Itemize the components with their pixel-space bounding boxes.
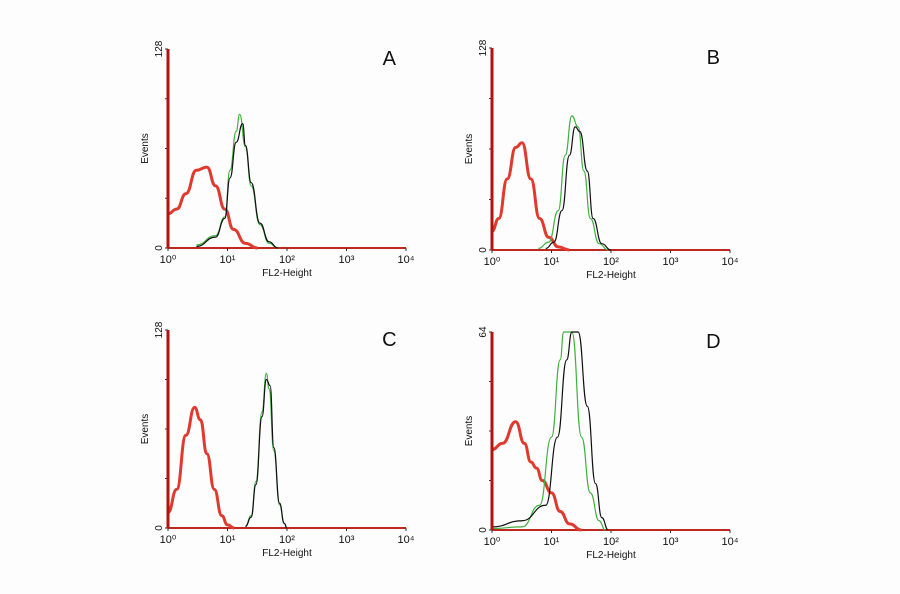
y-axis-label: Events xyxy=(464,416,475,447)
x-tick-label: 10³ xyxy=(339,534,355,546)
x-tick-label: 10¹ xyxy=(544,256,560,268)
series-line-green xyxy=(538,115,609,251)
y-tick-label: 0 xyxy=(154,245,165,251)
x-tick-label: 10² xyxy=(279,254,295,266)
y-tick-label: 128 xyxy=(154,40,165,57)
panel-label: A xyxy=(383,48,397,70)
panel-label: D xyxy=(706,331,720,353)
panel-label: B xyxy=(707,47,720,69)
series-line-red xyxy=(167,405,235,530)
x-tick-label: 10⁰ xyxy=(160,254,177,266)
x-axis-label: FL2-Height xyxy=(262,548,312,559)
x-tick-label: 10¹ xyxy=(544,536,560,548)
series-line-green xyxy=(196,113,278,249)
series-line-red xyxy=(491,141,570,252)
x-axis-label: FL2-Height xyxy=(586,550,636,561)
x-tick-label: 10³ xyxy=(339,254,355,266)
y-tick-label: 64 xyxy=(478,326,489,338)
y-tick-label: 0 xyxy=(478,247,489,253)
y-axis-label: Events xyxy=(140,414,151,445)
series-line-red xyxy=(167,165,258,250)
series-line-green xyxy=(491,331,606,531)
x-tick-label: 10¹ xyxy=(220,534,236,546)
x-tick-label: 10² xyxy=(603,536,619,548)
x-tick-label: 10² xyxy=(603,256,619,268)
x-tick-label: 10⁴ xyxy=(398,534,415,546)
x-tick-label: 10⁰ xyxy=(160,534,177,546)
y-tick-label: 128 xyxy=(154,321,165,338)
y-axis-label: Events xyxy=(464,134,475,165)
series-line-black xyxy=(196,123,278,249)
series-line-black xyxy=(545,126,612,251)
y-axis-label: Events xyxy=(140,133,151,164)
x-tick-label: 10³ xyxy=(663,256,679,268)
panel-b: 10⁰ 10¹ 10² 10³ 10⁴ 0 128 Events FL2-Height B xyxy=(464,39,739,281)
x-tick-label: 10⁰ xyxy=(484,536,501,548)
x-tick-label: 10¹ xyxy=(220,254,236,266)
y-tick-label: 0 xyxy=(478,527,489,533)
x-axis-label: FL2-Height xyxy=(586,270,636,281)
series-line-black xyxy=(245,378,288,529)
panel-a: 10⁰ 10¹ 10² 10³ 10⁴ 0 128 Events FL2-Height A xyxy=(140,40,415,279)
panel-label: C xyxy=(382,329,396,351)
series-line-red xyxy=(491,420,582,532)
panel-d: 10⁰ 10¹ 10² 10³ 10⁴ 0 64 Events FL2-Height D xyxy=(464,326,739,561)
x-tick-label: 10⁰ xyxy=(484,256,501,268)
panel-c: 10⁰ 10¹ 10² 10³ 10⁴ 0 128 Events FL2-Height C xyxy=(140,321,415,559)
x-axis-label: FL2-Height xyxy=(262,268,312,279)
y-tick-label: 0 xyxy=(154,525,165,531)
x-tick-label: 10³ xyxy=(663,536,679,548)
series-line-black xyxy=(491,331,609,531)
x-tick-label: 10² xyxy=(279,534,295,546)
x-tick-label: 10⁴ xyxy=(722,256,739,268)
x-tick-label: 10⁴ xyxy=(722,536,739,548)
x-tick-label: 10⁴ xyxy=(398,254,415,266)
y-tick-label: 128 xyxy=(478,39,489,56)
